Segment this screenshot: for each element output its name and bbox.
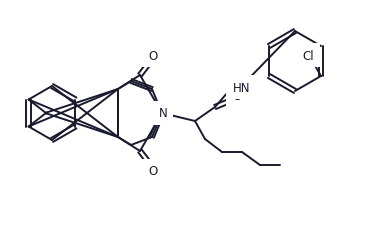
Text: O: O	[148, 49, 158, 62]
Text: O: O	[232, 89, 242, 102]
Text: O: O	[148, 165, 158, 178]
Text: HN: HN	[233, 81, 250, 94]
Text: Cl: Cl	[302, 49, 314, 62]
Text: N: N	[158, 107, 167, 120]
